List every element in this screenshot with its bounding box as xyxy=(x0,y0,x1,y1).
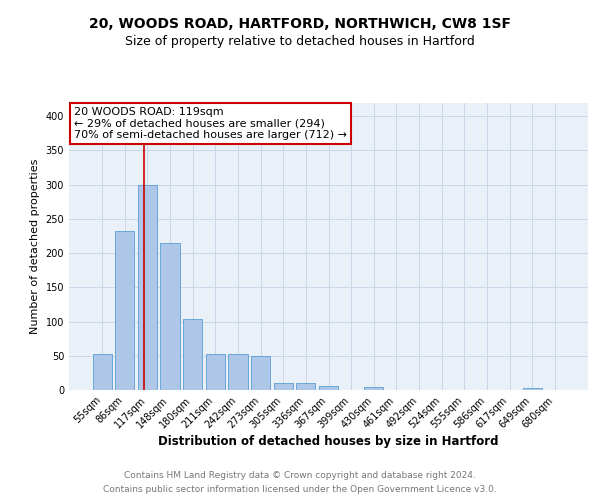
Bar xyxy=(319,386,338,390)
Text: Contains public sector information licensed under the Open Government Licence v3: Contains public sector information licen… xyxy=(103,484,497,494)
Bar xyxy=(296,383,316,390)
Bar xyxy=(364,388,383,390)
X-axis label: Distribution of detached houses by size in Hartford: Distribution of detached houses by size … xyxy=(158,436,499,448)
Bar xyxy=(92,354,112,390)
Bar xyxy=(229,354,248,390)
Bar xyxy=(183,320,202,390)
Bar xyxy=(138,184,157,390)
Bar xyxy=(115,231,134,390)
Bar xyxy=(523,388,542,390)
Bar xyxy=(251,356,270,390)
Text: Size of property relative to detached houses in Hartford: Size of property relative to detached ho… xyxy=(125,35,475,48)
Text: Contains HM Land Registry data © Crown copyright and database right 2024.: Contains HM Land Registry data © Crown c… xyxy=(124,472,476,480)
Bar xyxy=(274,383,293,390)
Bar xyxy=(160,243,180,390)
Text: 20 WOODS ROAD: 119sqm
← 29% of detached houses are smaller (294)
70% of semi-det: 20 WOODS ROAD: 119sqm ← 29% of detached … xyxy=(74,107,347,140)
Bar xyxy=(206,354,225,390)
Y-axis label: Number of detached properties: Number of detached properties xyxy=(30,158,40,334)
Text: 20, WOODS ROAD, HARTFORD, NORTHWICH, CW8 1SF: 20, WOODS ROAD, HARTFORD, NORTHWICH, CW8… xyxy=(89,18,511,32)
